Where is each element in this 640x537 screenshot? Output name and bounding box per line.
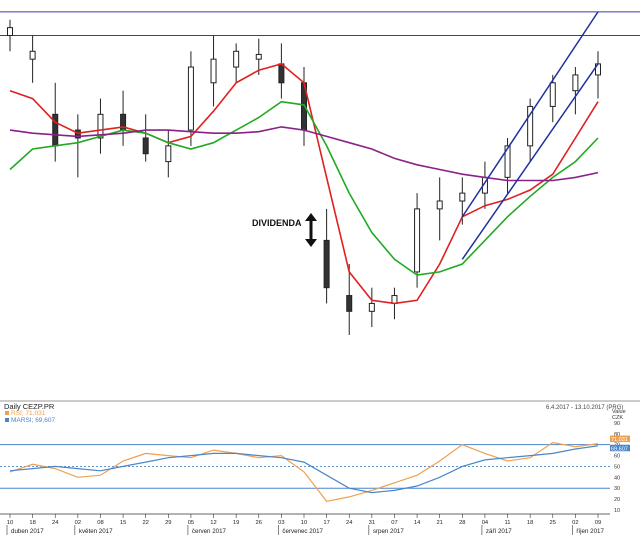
x-month-label: květen 2017 [79,528,113,535]
moving-average-line-0 [9,63,599,305]
dividend-annotation-label: DIVIDENDA [252,218,302,228]
candle-body [165,145,172,163]
dividend-arrow-down [305,239,317,247]
x-month-label: červenec 2017 [282,528,323,535]
candle-body [436,200,443,210]
x-tick-label: 21 [436,520,442,526]
x-tick-label: 19 [233,520,239,526]
x-tick-label: 11 [505,520,511,526]
x-tick-label: 25 [550,520,556,526]
x-tick-label: 29 [165,520,171,526]
candle-body [142,137,149,155]
x-tick-label: 07 [391,520,397,526]
x-tick-label: 14 [414,520,421,526]
moving-average-line-2 [9,126,599,182]
rsi-y-tick-label: 60 [614,454,620,460]
x-tick-label: 03 [278,520,284,526]
candle-body [414,208,421,273]
x-tick-label: 15 [120,520,126,526]
dividend-arrow-up [305,213,317,221]
rsi-date-range: 6.4.2017 - 13.10.2017 (PRG) [546,405,623,411]
candle-body [7,27,13,37]
x-axis: 10 18 24 02 08 15 22 29 05 12 19 26 03 10 17 24 31 07 14 21… [6,514,604,535]
x-tick-label: 28 [459,520,465,526]
candle-body [278,63,285,84]
candle-body [504,145,511,178]
candle-body [459,192,466,202]
rsi-y-tick-label: 30 [614,486,620,492]
x-tick-label: 18 [527,520,533,526]
trend-channel-line-0 [461,11,599,218]
rsi-y-tick-label: 40 [614,475,620,481]
candle-body [346,295,353,312]
candle-body [187,66,194,131]
x-tick-label: 10 [7,520,13,526]
x-month-label: červen 2017 [192,528,227,535]
rsi-y-tick-label: 50 [614,464,620,470]
x-month-label: září 2017 [486,528,512,535]
candle-body [391,295,398,304]
candle-body [368,302,375,312]
rsi-series-line-1 [9,445,599,494]
candle-body [233,50,240,68]
candle-body [52,113,59,147]
rsi-y-tick-label: 20 [614,497,620,503]
candle-body [527,105,534,147]
x-month-label: říjen 2017 [576,528,604,535]
candle-body [255,53,262,60]
rsi-y-tick-label: 90 [614,421,620,427]
x-tick-label: 26 [256,520,262,526]
candle-body [97,113,104,139]
candle-body [210,58,217,84]
x-month-label: srpen 2017 [373,528,405,535]
x-tick-label: 22 [142,520,148,526]
candle-body [549,82,556,107]
x-tick-label: 05 [188,520,194,526]
rsi-y-tick-label: 80 [614,432,620,438]
x-tick-label: 31 [369,520,375,526]
price-chart: DIVIDENDA [0,11,640,402]
currency-axis-header: CZK [612,415,623,421]
legend-label-1: MARSI; 69,607 [11,417,55,424]
x-tick-label: 24 [346,520,353,526]
last-value-badge-text-1: 69,607 [611,446,628,452]
rsi-chart-title: Daily CEZP.PR [4,402,55,411]
x-tick-label: 24 [52,520,59,526]
candle-body [74,129,81,139]
rsi-series-line-0 [9,441,599,502]
value-axis-header: Value [612,409,626,415]
candle-body [29,50,36,60]
candle-body [572,74,579,92]
last-value-badge-1 [610,444,630,452]
legend-swatch-1 [5,418,9,422]
x-tick-label: 08 [97,520,103,526]
trend-channel-line-1 [461,63,599,260]
x-tick-label: 09 [595,520,601,526]
legend-label-0: RSI; 71,031 [11,410,46,417]
rsi-chart: Daily CEZP.PR 6.4.2017 - 13.10.2017 (PRG)… [0,402,630,515]
legend-swatch-0 [5,411,9,415]
x-tick-label: 10 [301,520,307,526]
last-value-badge-0 [610,435,630,443]
x-tick-label: 12 [210,520,216,526]
rsi-y-tick-label: 10 [614,508,620,514]
x-tick-label: 02 [572,520,578,526]
x-tick-label: 18 [29,520,35,526]
candle-body [323,239,330,289]
x-tick-label: 17 [323,520,329,526]
x-tick-label: 04 [482,520,489,526]
x-tick-label: 02 [75,520,81,526]
x-month-label: duben 2017 [11,528,44,535]
last-value-badge-text-0: 71,031 [611,437,628,443]
